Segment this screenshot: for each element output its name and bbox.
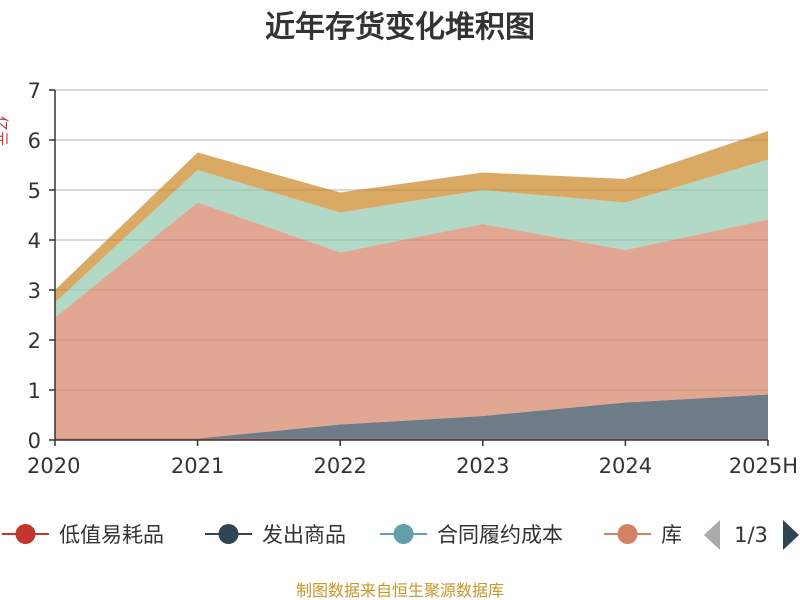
x-tick-labels: 2020 2021 2022 2023 2024 2025H <box>27 454 798 478</box>
legend-label: 低值易耗品 <box>59 523 164 547</box>
y-tick-label: 6 <box>28 129 41 153</box>
area-发出商品 <box>55 394 768 439</box>
y-tick-label: 4 <box>28 229 41 253</box>
legend-marker <box>393 524 414 544</box>
y-tick-labels: 0 1 2 3 4 5 6 7 <box>28 79 41 453</box>
legend-marker <box>617 524 638 544</box>
area-series <box>55 131 768 440</box>
y-tick-label: 2 <box>28 329 41 353</box>
y-tick-label: 3 <box>28 279 41 303</box>
y-axis-label: 亿元 <box>0 116 10 146</box>
y-tick-label: 7 <box>28 79 41 103</box>
data-source-note: 制图数据来自恒生聚源数据库 <box>296 581 504 600</box>
area-库存商品 <box>55 202 768 439</box>
legend-prev-icon[interactable] <box>704 520 720 550</box>
legend-item[interactable]: 低值易耗品 <box>2 523 164 547</box>
legend-label: 发出商品 <box>262 523 346 547</box>
legend-label: 库 <box>661 523 682 547</box>
legend: 低值易耗品 发出商品 合同履约成本 库 <box>2 523 682 547</box>
legend-item[interactable]: 发出商品 <box>205 523 346 547</box>
x-tick-label: 2023 <box>456 454 509 478</box>
legend-label: 合同履约成本 <box>437 523 563 547</box>
y-tick-label: 1 <box>28 379 41 403</box>
area-原材料 <box>55 131 768 303</box>
y-tick-label: 5 <box>28 179 41 203</box>
legend-pager: 1/3 <box>704 520 799 550</box>
x-tick-label: 2020 <box>27 454 80 478</box>
x-tick-label: 2024 <box>599 454 652 478</box>
legend-marker <box>218 524 239 544</box>
chart-title: 近年存货变化堆积图 <box>265 10 535 45</box>
legend-item[interactable]: 库 <box>604 523 682 547</box>
x-tick-label: 2021 <box>171 454 224 478</box>
area-在产品 <box>55 159 768 318</box>
legend-marker <box>15 524 36 544</box>
legend-page-indicator: 1/3 <box>734 523 768 547</box>
legend-item[interactable]: 合同履约成本 <box>380 523 563 547</box>
y-tick-label: 0 <box>28 429 41 453</box>
axes <box>54 90 769 446</box>
x-tick-label: 2025H <box>729 454 798 478</box>
legend-next-icon[interactable] <box>783 520 799 550</box>
x-tick-label: 2022 <box>313 454 366 478</box>
